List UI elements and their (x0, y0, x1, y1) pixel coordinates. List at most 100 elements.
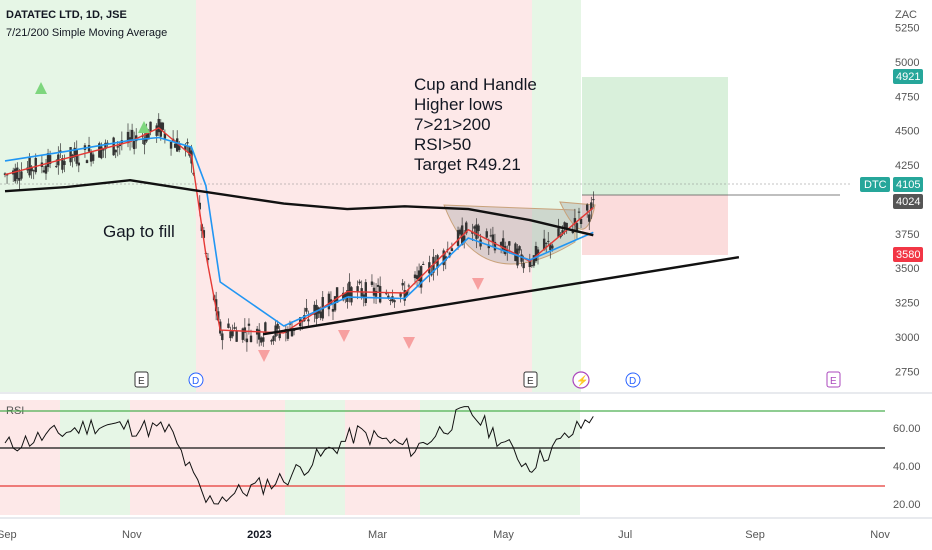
candle-body (542, 238, 546, 250)
symbol-title[interactable]: DATATEC LTD, 1D, JSE (6, 9, 127, 21)
candle-body (173, 143, 177, 148)
candle-body (270, 340, 273, 342)
candle-body (114, 149, 117, 153)
candle-body (362, 294, 365, 298)
note-line: RSI>50 (414, 135, 472, 154)
currency-label: ZAC (895, 9, 917, 21)
candle-body (387, 295, 390, 299)
candle-body (561, 230, 564, 235)
stop-zone (582, 195, 728, 255)
symbol-badge (860, 177, 890, 192)
candle-body (59, 150, 62, 152)
time-tick: Sep (0, 529, 17, 541)
candle-body (491, 234, 495, 243)
last-price-badge (893, 177, 923, 192)
candle-body (374, 290, 378, 297)
sell-arrow-icon (403, 337, 415, 349)
note-line: 7>21>200 (414, 115, 491, 134)
candle-body (327, 293, 331, 310)
dividend-event-icon (188, 372, 204, 388)
candle-body (176, 138, 179, 152)
rsi-tick: 40.00 (893, 461, 921, 473)
indicator-title[interactable]: 7/21/200 Simple Moving Average (6, 27, 168, 39)
candle-body (235, 331, 238, 342)
candle-body (20, 171, 23, 179)
candle-body (116, 146, 119, 148)
price-tick: 2750 (895, 366, 919, 378)
bull-zone (532, 0, 581, 392)
candle-body (229, 331, 232, 339)
sma-line (4, 136, 594, 327)
candle-body (102, 149, 105, 151)
candle-body (169, 141, 173, 149)
candle-body (77, 162, 80, 166)
candle-body (530, 265, 534, 267)
price-tick: 3500 (895, 263, 919, 275)
candle-body (286, 330, 290, 339)
candle-body (18, 177, 21, 181)
candle-body (188, 147, 191, 156)
candle-body (489, 235, 493, 237)
price-tick: 3250 (895, 298, 919, 310)
time-tick: May (493, 529, 514, 541)
candle-body (198, 202, 201, 210)
candle-body (350, 287, 353, 303)
price-tick: 4250 (895, 160, 919, 172)
trendline (263, 256, 740, 336)
rsi-line (4, 406, 594, 505)
candle-body (522, 263, 525, 269)
candle-body (85, 160, 89, 164)
candle-body (89, 151, 93, 162)
entry-badge-text: 4024 (896, 196, 920, 208)
candle-body (272, 336, 275, 341)
buy-arrow-icon (138, 121, 150, 133)
candle-body (132, 141, 136, 150)
candle-body (577, 211, 581, 213)
candle-body (436, 255, 439, 268)
candle-body (14, 168, 17, 182)
last-price-badge-text: 4105 (896, 179, 920, 191)
candle-body (91, 154, 95, 161)
candle-body (128, 137, 132, 142)
note-line: Target R49.21 (414, 155, 521, 174)
candle-body (378, 286, 382, 303)
candle-body (473, 226, 476, 229)
candle-body (356, 286, 359, 292)
candle-body (346, 290, 349, 302)
cup-handle-note[interactable]: Cup and Handle Higher lows 7>21>200 RSI>… (414, 75, 537, 175)
trend-zones (0, 0, 581, 392)
candle-body (227, 323, 230, 328)
candle-body (98, 143, 101, 158)
candle-body (28, 157, 31, 176)
candle-body (163, 133, 167, 139)
candle-body (528, 260, 531, 268)
gap-note[interactable]: Gap to fill (103, 222, 175, 241)
price-tick: 5000 (895, 57, 919, 69)
candle-body (450, 248, 454, 252)
candle-body (104, 142, 107, 150)
bull-zone (0, 0, 196, 392)
sma-line (4, 127, 594, 334)
candle-body (586, 204, 589, 211)
split-event-icon (572, 371, 590, 389)
candle-body (385, 293, 388, 295)
event-markers[interactable]: E D E ⚡ D E (134, 371, 841, 389)
candle-body (471, 231, 474, 234)
candle-body (30, 166, 33, 172)
candle-body (307, 319, 310, 322)
rsi-panel: RSI 60.00 40.00 20.00 (0, 400, 921, 515)
candle-body (588, 214, 591, 222)
rsi-bull-zone (420, 400, 580, 515)
candle-body (61, 158, 64, 170)
candle-body (458, 229, 462, 235)
candle-body (401, 282, 404, 286)
candle-body (499, 242, 503, 246)
candle-body (415, 275, 419, 280)
time-tick: Mar (368, 529, 387, 541)
candle-body (508, 241, 511, 246)
candle-body (161, 122, 165, 130)
candle-body (278, 333, 281, 339)
time-axis[interactable]: Sep Nov 2023 Mar May Jul Sep Nov (0, 529, 890, 541)
candle-body (579, 218, 583, 225)
